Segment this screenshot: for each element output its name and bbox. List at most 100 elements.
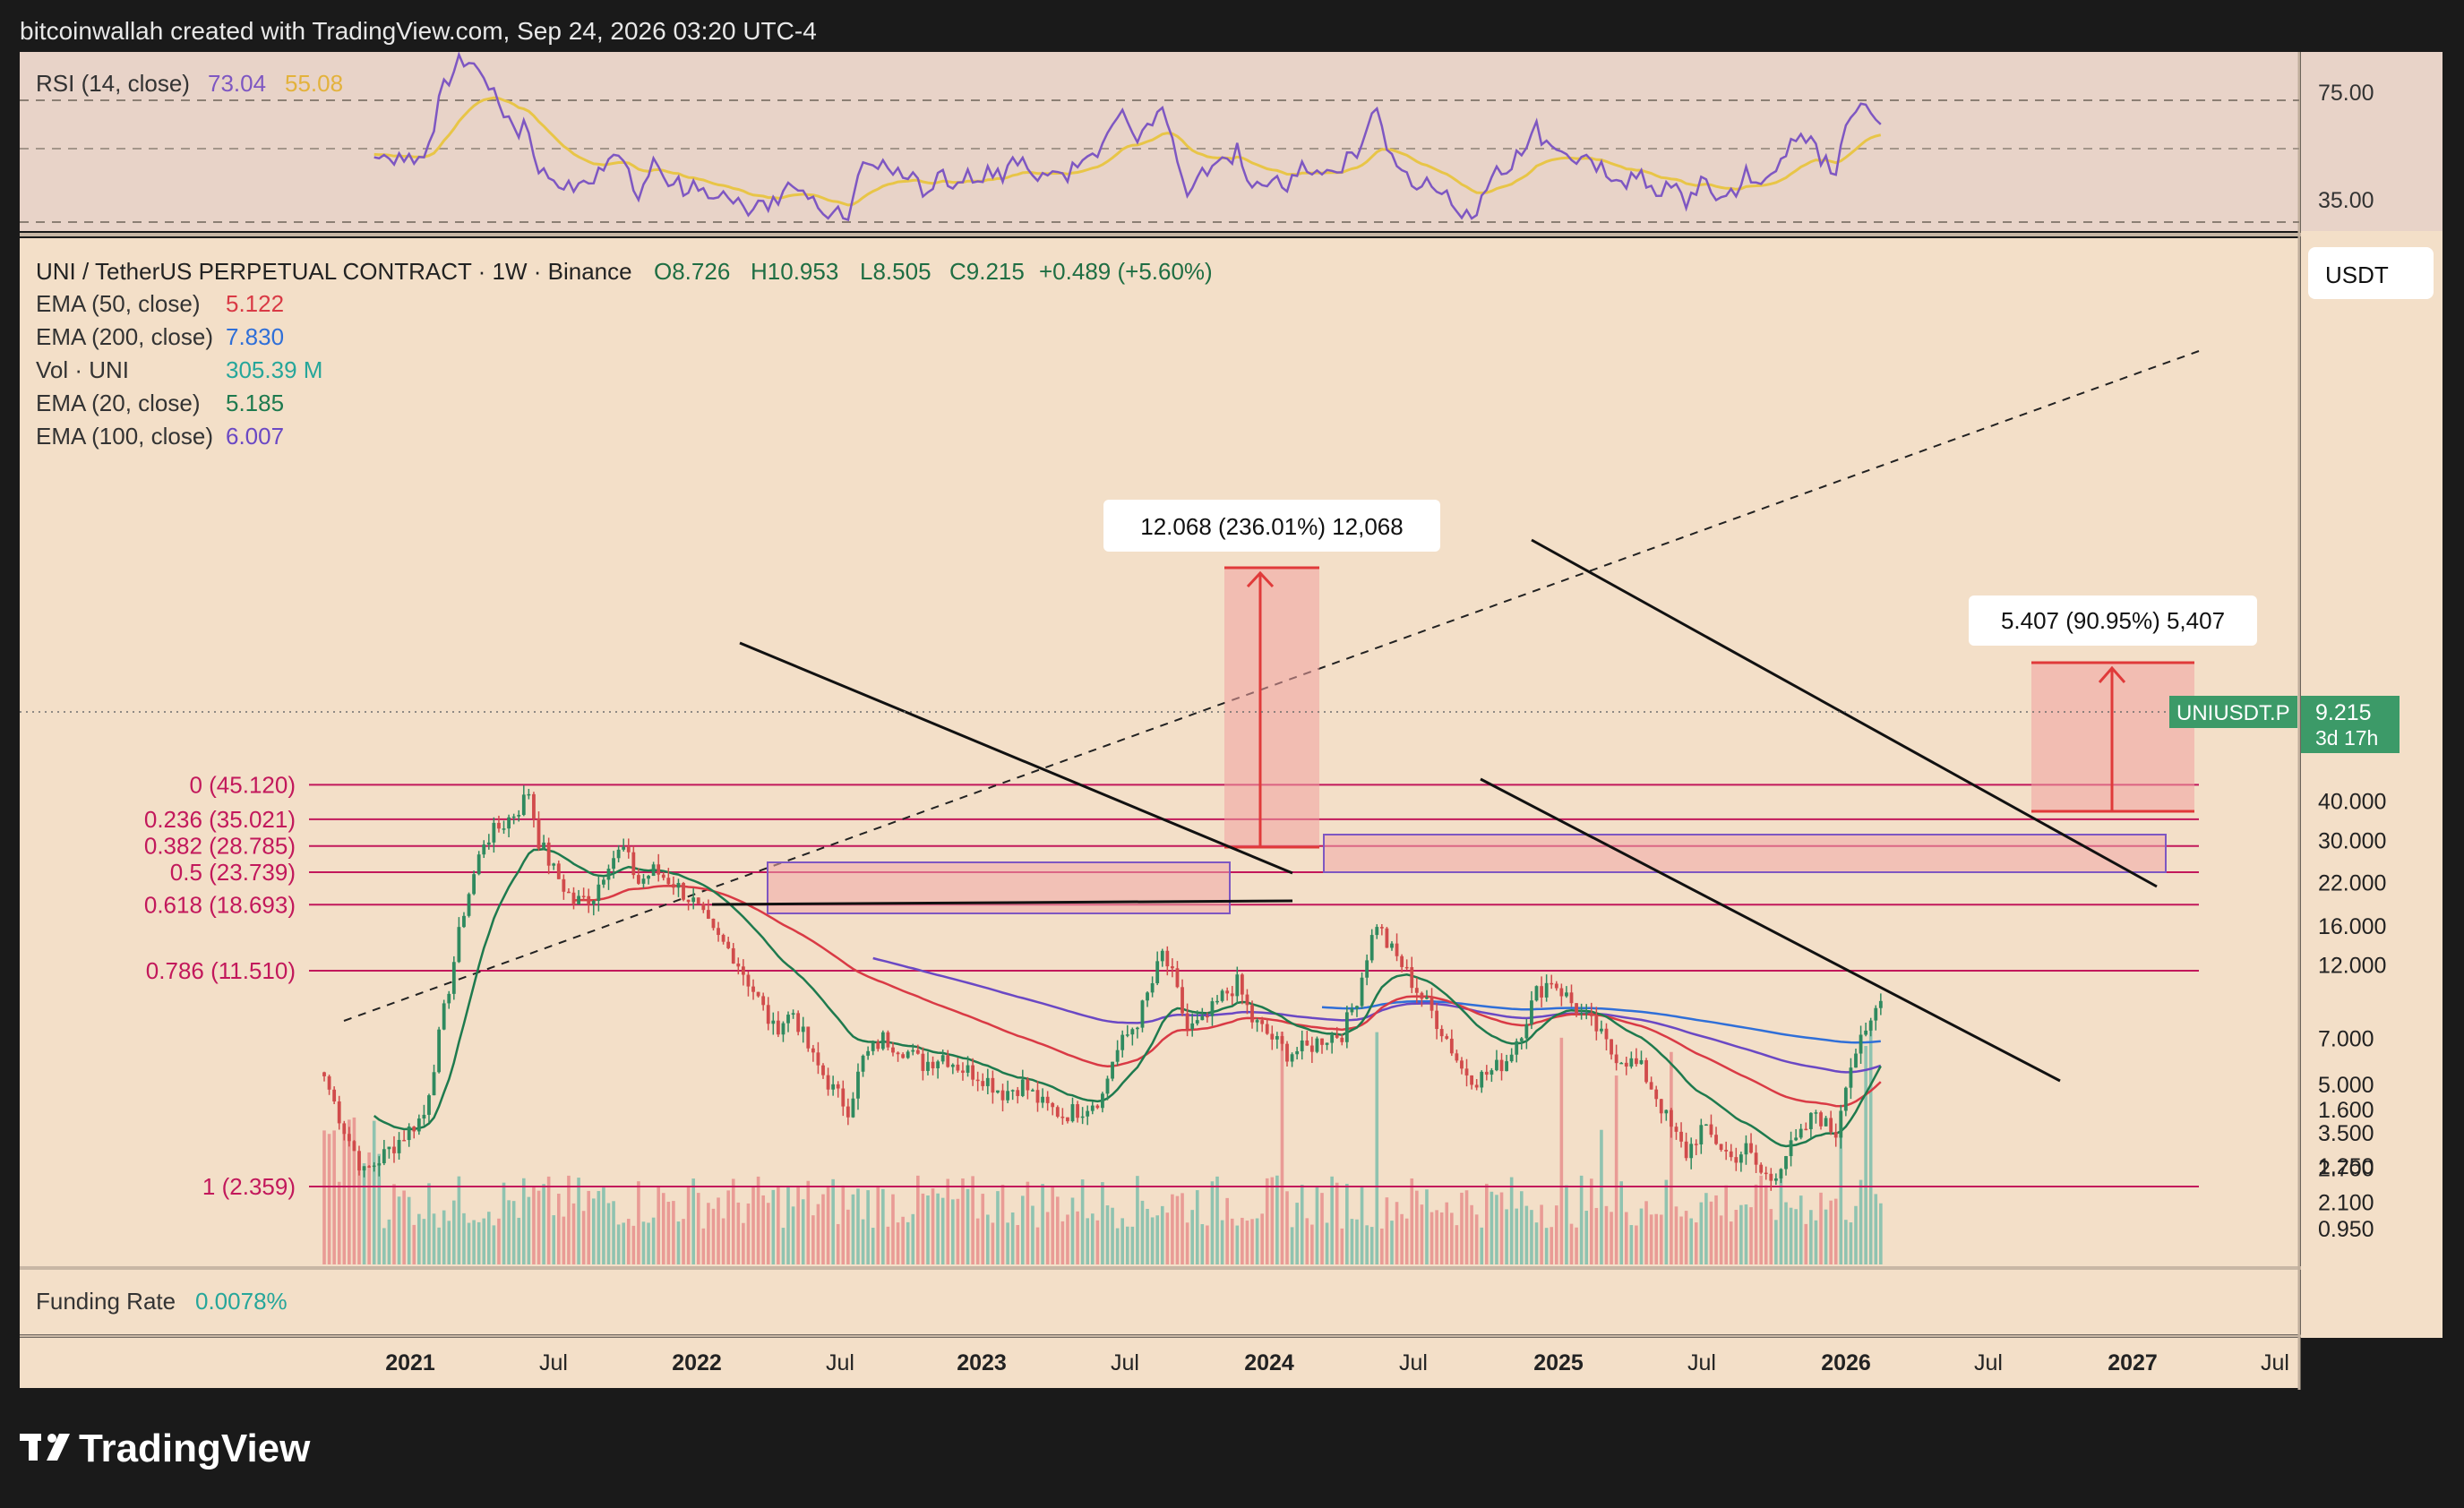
- candle-body[interactable]: [686, 899, 691, 903]
- candle-body[interactable]: [1220, 990, 1224, 1001]
- candle-body[interactable]: [382, 1149, 386, 1164]
- candle-body[interactable]: [502, 828, 506, 830]
- candle-body[interactable]: [1190, 1023, 1195, 1030]
- candle-body[interactable]: [1410, 967, 1414, 989]
- candle-body[interactable]: [1699, 1125, 1704, 1144]
- candle-body[interactable]: [631, 852, 636, 876]
- candle-body[interactable]: [786, 1015, 790, 1024]
- candle-body[interactable]: [996, 1090, 1000, 1093]
- candle-body[interactable]: [377, 1163, 382, 1166]
- candle-body[interactable]: [1839, 1110, 1843, 1138]
- candle-body[interactable]: [1670, 1110, 1673, 1127]
- candle-body[interactable]: [567, 891, 571, 894]
- candle-body[interactable]: [1565, 992, 1568, 997]
- candle-body[interactable]: [1505, 1061, 1508, 1072]
- candle-body[interactable]: [352, 1141, 356, 1152]
- candle-body[interactable]: [451, 962, 456, 994]
- candle-body[interactable]: [1674, 1127, 1678, 1132]
- base-line-2022[interactable]: [711, 899, 1293, 906]
- candle-body[interactable]: [362, 1166, 366, 1171]
- candle-body[interactable]: [1764, 1172, 1768, 1175]
- candle-body[interactable]: [821, 1065, 825, 1075]
- candle-body[interactable]: [546, 842, 551, 866]
- candle-body[interactable]: [871, 1041, 875, 1051]
- candle-body[interactable]: [1639, 1059, 1644, 1065]
- candle-body[interactable]: [1435, 1010, 1439, 1030]
- candle-body[interactable]: [1624, 1062, 1628, 1067]
- candle-body[interactable]: [1136, 1027, 1139, 1030]
- candle-body[interactable]: [1704, 1124, 1708, 1127]
- candle-body[interactable]: [1330, 1034, 1335, 1043]
- candle-body[interactable]: [472, 874, 476, 895]
- candle-body[interactable]: [1490, 1070, 1494, 1075]
- candle-body[interactable]: [467, 894, 471, 916]
- candle-body[interactable]: [1474, 1084, 1479, 1088]
- candle-body[interactable]: [717, 928, 720, 936]
- candle-body[interactable]: [641, 878, 646, 884]
- candle-body[interactable]: [1854, 1053, 1858, 1068]
- candle-body[interactable]: [1425, 997, 1429, 999]
- candle-body[interactable]: [1729, 1151, 1733, 1158]
- candle-body[interactable]: [591, 901, 596, 904]
- candle-body[interactable]: [1784, 1156, 1788, 1170]
- candle-body[interactable]: [1230, 993, 1234, 997]
- candle-body[interactable]: [896, 1052, 900, 1055]
- candle-body[interactable]: [492, 822, 496, 843]
- candle-body[interactable]: [1649, 1082, 1653, 1090]
- candle-body[interactable]: [1240, 974, 1244, 995]
- candle-body[interactable]: [602, 879, 605, 885]
- candle-body[interactable]: [950, 1064, 955, 1067]
- candle-body[interactable]: [1400, 955, 1404, 967]
- candle-body[interactable]: [1325, 1042, 1329, 1045]
- candle-body[interactable]: [1429, 997, 1434, 1011]
- candle-body[interactable]: [1300, 1040, 1304, 1051]
- candle-body[interactable]: [1105, 1078, 1110, 1094]
- candle-body[interactable]: [1420, 992, 1424, 999]
- candle-body[interactable]: [367, 1166, 372, 1168]
- candle-body[interactable]: [1060, 1116, 1065, 1118]
- candle-body[interactable]: [880, 1032, 885, 1050]
- candle-body[interactable]: [851, 1098, 855, 1118]
- candle-body[interactable]: [1833, 1132, 1838, 1138]
- candle-body[interactable]: [1275, 1036, 1279, 1040]
- candle-body[interactable]: [517, 815, 521, 817]
- candle-body[interactable]: [1035, 1090, 1040, 1103]
- candle-body[interactable]: [1629, 1058, 1634, 1067]
- candle-body[interactable]: [1534, 986, 1539, 1001]
- candle-body[interactable]: [432, 1072, 436, 1096]
- candle-body[interactable]: [581, 895, 586, 897]
- candle-body[interactable]: [1051, 1102, 1055, 1108]
- candle-body[interactable]: [1714, 1135, 1718, 1144]
- rsi-line[interactable]: [373, 52, 1882, 222]
- candle-body[interactable]: [1309, 1045, 1314, 1052]
- candle-body[interactable]: [711, 918, 716, 929]
- candle-body[interactable]: [826, 1075, 830, 1090]
- candle-body[interactable]: [756, 991, 760, 997]
- candle-body[interactable]: [1350, 1008, 1354, 1013]
- candle-body[interactable]: [1604, 1028, 1609, 1040]
- candle-body[interactable]: [1115, 1050, 1120, 1062]
- candle-body[interactable]: [1464, 1068, 1469, 1075]
- candle-body[interactable]: [1344, 1012, 1349, 1042]
- candle-body[interactable]: [397, 1139, 401, 1153]
- candle-body[interactable]: [1794, 1137, 1799, 1141]
- candle-body[interactable]: [1041, 1096, 1044, 1103]
- candle-body[interactable]: [1874, 1007, 1878, 1021]
- candle-body[interactable]: [412, 1127, 416, 1132]
- candle-body[interactable]: [1724, 1150, 1729, 1152]
- candle-body[interactable]: [1045, 1096, 1050, 1103]
- candle-body[interactable]: [626, 846, 631, 853]
- candle-body[interactable]: [486, 842, 491, 845]
- candle-body[interactable]: [1365, 960, 1369, 978]
- candle-body[interactable]: [1619, 1062, 1624, 1065]
- candle-body[interactable]: [1579, 1013, 1584, 1015]
- candle-body[interactable]: [1734, 1157, 1739, 1163]
- candle-body[interactable]: [971, 1065, 974, 1080]
- candle-body[interactable]: [657, 864, 661, 875]
- candle-body[interactable]: [1530, 1000, 1533, 1024]
- candle-body[interactable]: [801, 1026, 805, 1032]
- candle-body[interactable]: [1320, 1038, 1324, 1045]
- candle-body[interactable]: [1404, 966, 1409, 969]
- candle-body[interactable]: [1080, 1116, 1085, 1118]
- candle-body[interactable]: [985, 1077, 990, 1086]
